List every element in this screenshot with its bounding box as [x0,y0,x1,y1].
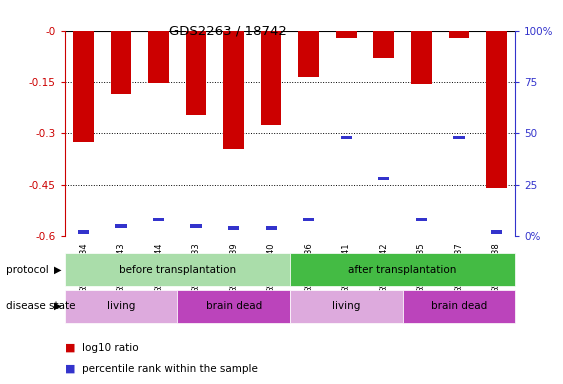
Bar [186,31,207,114]
Bar [78,230,89,234]
Text: percentile rank within the sample: percentile rank within the sample [82,364,257,374]
Text: ■: ■ [65,343,75,353]
Text: living: living [332,301,360,311]
Text: ▶: ▶ [53,301,61,311]
Text: protocol: protocol [6,265,48,275]
Text: ■: ■ [65,364,75,374]
Bar [341,136,352,139]
Bar [266,226,277,230]
Text: brain dead: brain dead [205,301,262,311]
Bar [415,218,427,222]
Bar [373,31,394,58]
Bar [148,31,169,83]
Bar [411,31,432,84]
Text: disease state: disease state [6,301,75,311]
Text: log10 ratio: log10 ratio [82,343,138,353]
Bar [111,31,131,94]
Bar [228,226,239,230]
Bar [453,136,464,139]
Bar [491,230,502,234]
Bar [261,31,282,125]
Bar [73,31,94,142]
Text: after transplantation: after transplantation [348,265,457,275]
Bar [486,31,507,188]
Text: brain dead: brain dead [431,301,487,311]
Text: before transplantation: before transplantation [119,265,236,275]
Text: living: living [107,301,135,311]
Bar [298,31,319,77]
Bar [224,31,244,149]
Bar [153,218,164,222]
Bar [336,31,356,38]
Text: GDS2263 / 18742: GDS2263 / 18742 [169,25,287,38]
Bar [303,218,314,222]
Bar [449,31,469,38]
Bar [115,224,127,228]
Bar [190,224,202,228]
Text: ▶: ▶ [53,265,61,275]
Bar [378,177,390,180]
